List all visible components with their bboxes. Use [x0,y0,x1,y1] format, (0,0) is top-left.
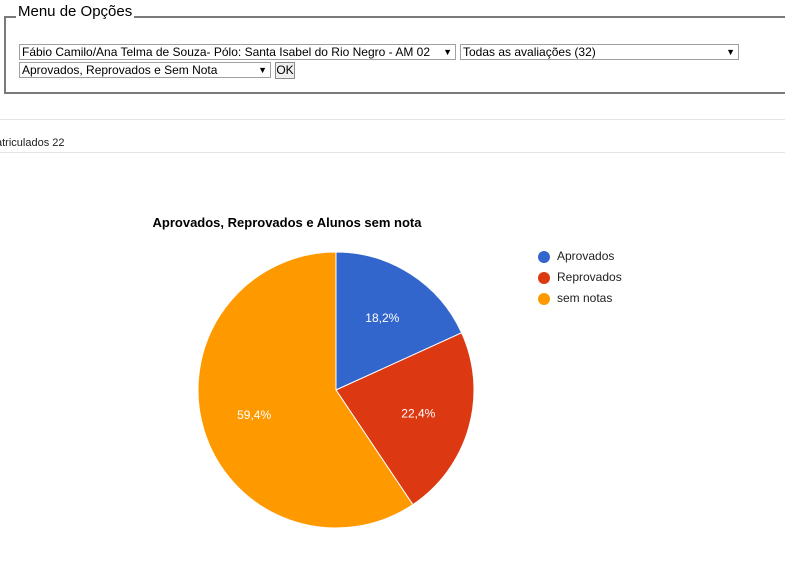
evaluation-select[interactable]: Todas as avaliações (32) ▼ [460,44,739,60]
pie-slice-value-label: 22,4% [401,406,435,420]
legend-label: Reprovados [557,270,622,284]
legend-swatch-icon [538,272,550,284]
legend-swatch-icon [538,251,550,263]
pie-slice-aprovados[interactable] [335,251,463,391]
pie-slice-value-label: 59,4% [237,408,271,422]
status-select-value: Aprovados, Reprovados e Sem Nota [22,63,218,77]
dropdown-arrow-icon: ▼ [726,47,735,57]
pie-slice-reprovados[interactable] [335,332,475,506]
dropdown-arrow-icon: ▼ [258,65,267,75]
dropdown-arrow-icon: ▼ [443,47,452,57]
legend-label: Aprovados [557,249,615,263]
divider [0,152,785,153]
evaluation-select-value: Todas as avaliações (32) [463,45,596,59]
ok-button[interactable]: OK [275,62,295,79]
class-select[interactable]: Fábio Camilo/Ana Telma de Souza- Pólo: S… [19,44,456,60]
chart-title: Aprovados, Reprovados e Alunos sem nota [152,215,422,230]
options-menu-fieldset [4,16,785,94]
legend-label: sem notas [557,291,613,305]
pie-slice-sem-notas[interactable] [197,251,414,529]
status-select[interactable]: Aprovados, Reprovados e Sem Nota ▼ [19,62,271,78]
options-menu-legend: Menu de Opções [16,3,135,21]
pie-slice-value-label: 18,2% [365,311,399,325]
legend-swatch-icon [538,293,550,305]
enrolled-count: atriculados 22 [0,137,65,149]
divider [0,119,785,120]
class-select-value: Fábio Camilo/Ana Telma de Souza- Pólo: S… [22,45,430,59]
